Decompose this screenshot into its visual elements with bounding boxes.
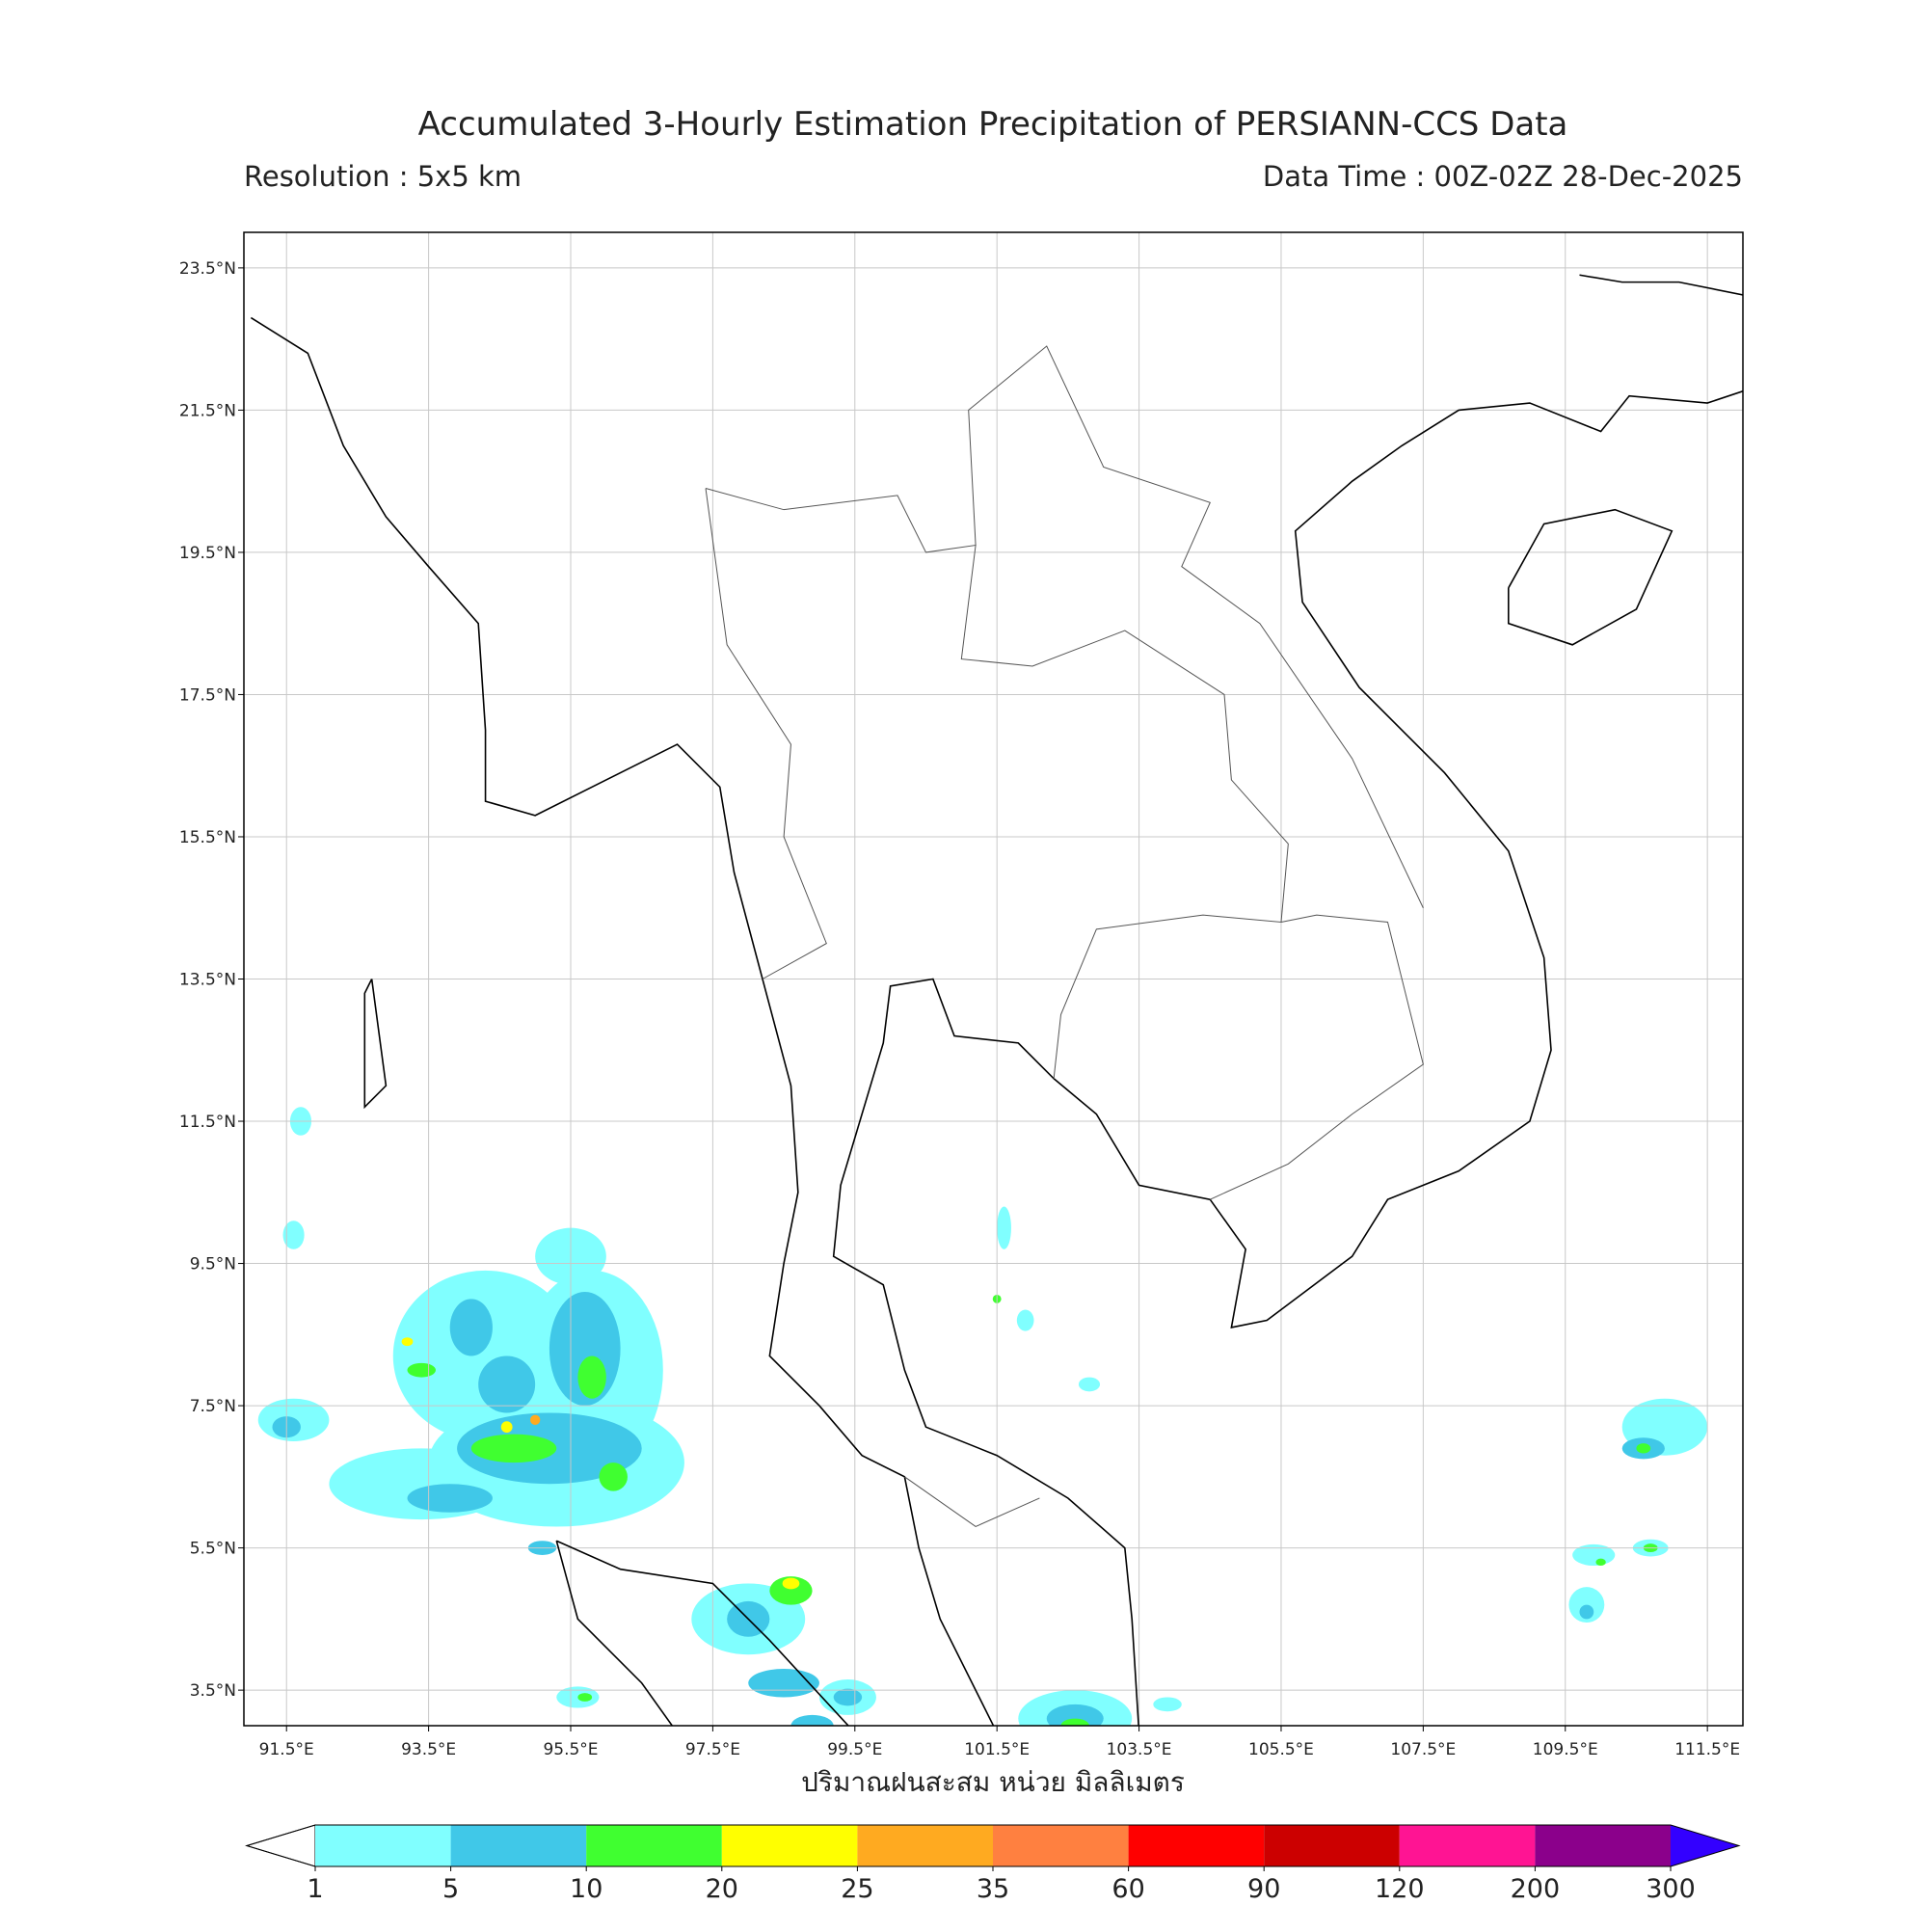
colorbar-segment <box>586 1825 722 1866</box>
colorbar-label: 25 <box>841 1874 873 1904</box>
rain-area <box>1636 1443 1651 1454</box>
border <box>705 488 827 979</box>
border <box>705 488 1289 1079</box>
rain-area <box>401 1337 414 1347</box>
rain-area <box>833 1688 863 1706</box>
border <box>1210 914 1424 1200</box>
rain-area <box>1060 1718 1089 1726</box>
y-tick-label: 3.5°N <box>190 1681 236 1701</box>
coastline <box>363 979 388 1110</box>
y-tick-label: 9.5°N <box>190 1255 236 1275</box>
y-tick-label: 23.5°N <box>179 259 236 279</box>
colorbar-segment <box>1399 1825 1536 1866</box>
rain-area <box>449 1299 493 1356</box>
x-tick-label: 93.5°E <box>401 1740 456 1759</box>
map-content <box>244 232 1743 1726</box>
colorbar-over <box>1671 1825 1739 1866</box>
colorbar-segment <box>1264 1825 1400 1866</box>
y-tick-label: 5.5°N <box>190 1540 236 1559</box>
rain-area <box>470 1434 557 1463</box>
colorbar-segment <box>721 1825 858 1866</box>
coastline <box>555 1541 674 1726</box>
coastline <box>555 1540 850 1726</box>
rain-area <box>478 1355 536 1413</box>
rain-area <box>1046 1704 1104 1726</box>
colorbar-label: 35 <box>977 1874 1009 1904</box>
colorbar-label: 20 <box>706 1874 738 1904</box>
coastline <box>832 389 1743 1726</box>
rain-area <box>769 1576 813 1605</box>
colorbar-label: 200 <box>1511 1874 1561 1904</box>
rain-area <box>577 1693 593 1702</box>
rain-area <box>1153 1697 1182 1712</box>
y-tick-label: 11.5°N <box>179 1113 236 1132</box>
colorbar-label: 90 <box>1247 1874 1280 1904</box>
colorbar-label: 1 <box>307 1874 323 1904</box>
border <box>968 345 1424 908</box>
rain-area <box>1595 1558 1606 1567</box>
colorbar: 1 5 10 20 25 35 60 90 120 200 300 <box>245 1824 1741 1904</box>
colorbar-segment <box>993 1825 1129 1866</box>
colorbar-segment <box>450 1825 587 1866</box>
y-tick-label: 21.5°N <box>179 401 236 420</box>
rain-area <box>1016 1309 1034 1331</box>
colorbar-segment <box>857 1825 993 1866</box>
coastline <box>1508 508 1674 646</box>
rain-area <box>1078 1377 1101 1392</box>
colorbar-label: 5 <box>442 1874 459 1904</box>
rain-area <box>282 1221 305 1249</box>
colorbar-label: 60 <box>1111 1874 1144 1904</box>
rain-area <box>500 1421 513 1434</box>
rain-area <box>529 1414 541 1425</box>
x-label: ปริมาณฝนสะสม หน่วย มิลลิเมตร <box>801 1766 1185 1798</box>
colorbar-label: 120 <box>1375 1874 1425 1904</box>
y-tick-label: 17.5°N <box>179 685 236 705</box>
rain-area <box>1568 1587 1605 1623</box>
x-tick-label: 103.5°E <box>1107 1740 1172 1759</box>
x-tick-label: 107.5°E <box>1390 1740 1456 1759</box>
rain-area <box>1579 1604 1594 1620</box>
colorbar-segment <box>1535 1825 1671 1866</box>
y-tick-label: 15.5°N <box>179 828 236 847</box>
x-tick-label: 101.5°E <box>964 1740 1030 1759</box>
y-tick-label: 13.5°N <box>179 971 236 990</box>
x-tick-label: 91.5°E <box>259 1740 314 1759</box>
rain-area <box>790 1714 834 1726</box>
x-tick-label: 109.5°E <box>1533 1740 1598 1759</box>
coastline <box>1579 274 1743 296</box>
data-time: Data Time : 00Z-02Z 28-Dec-2025 <box>1263 160 1743 193</box>
title: Accumulated 3-Hourly Estimation Precipit… <box>418 105 1568 144</box>
rain-area <box>556 1686 600 1708</box>
rain-area <box>577 1355 606 1399</box>
colorbar-under <box>245 1824 316 1867</box>
map: 91.5°E 93.5°E 95.5°E 97.5°E 99.5°E 101.5°E 103… <box>179 231 1744 1759</box>
rain-area <box>407 1362 436 1378</box>
rain-area <box>407 1484 493 1513</box>
colorbar-segment <box>1128 1825 1265 1866</box>
border <box>904 1476 1040 1528</box>
y-tick-label: 7.5°N <box>190 1397 236 1416</box>
rain-area <box>782 1577 800 1590</box>
x-tick-label: 111.5°E <box>1674 1740 1740 1759</box>
colorbar-segment <box>315 1825 451 1866</box>
colorbar-label: 10 <box>570 1874 602 1904</box>
y-tick-label: 19.5°N <box>179 544 236 563</box>
resolution: Resolution : 5x5 km <box>244 160 522 193</box>
x-tick-label: 99.5°E <box>827 1740 882 1759</box>
x-tick-label: 97.5°E <box>685 1740 740 1759</box>
x-tick-label: 105.5°E <box>1248 1740 1314 1759</box>
x-tick-label: 95.5°E <box>543 1740 598 1759</box>
map-frame <box>243 231 1744 1727</box>
colorbar-label: 300 <box>1646 1874 1696 1904</box>
rain-area <box>997 1206 1011 1249</box>
rain-area <box>599 1462 628 1491</box>
